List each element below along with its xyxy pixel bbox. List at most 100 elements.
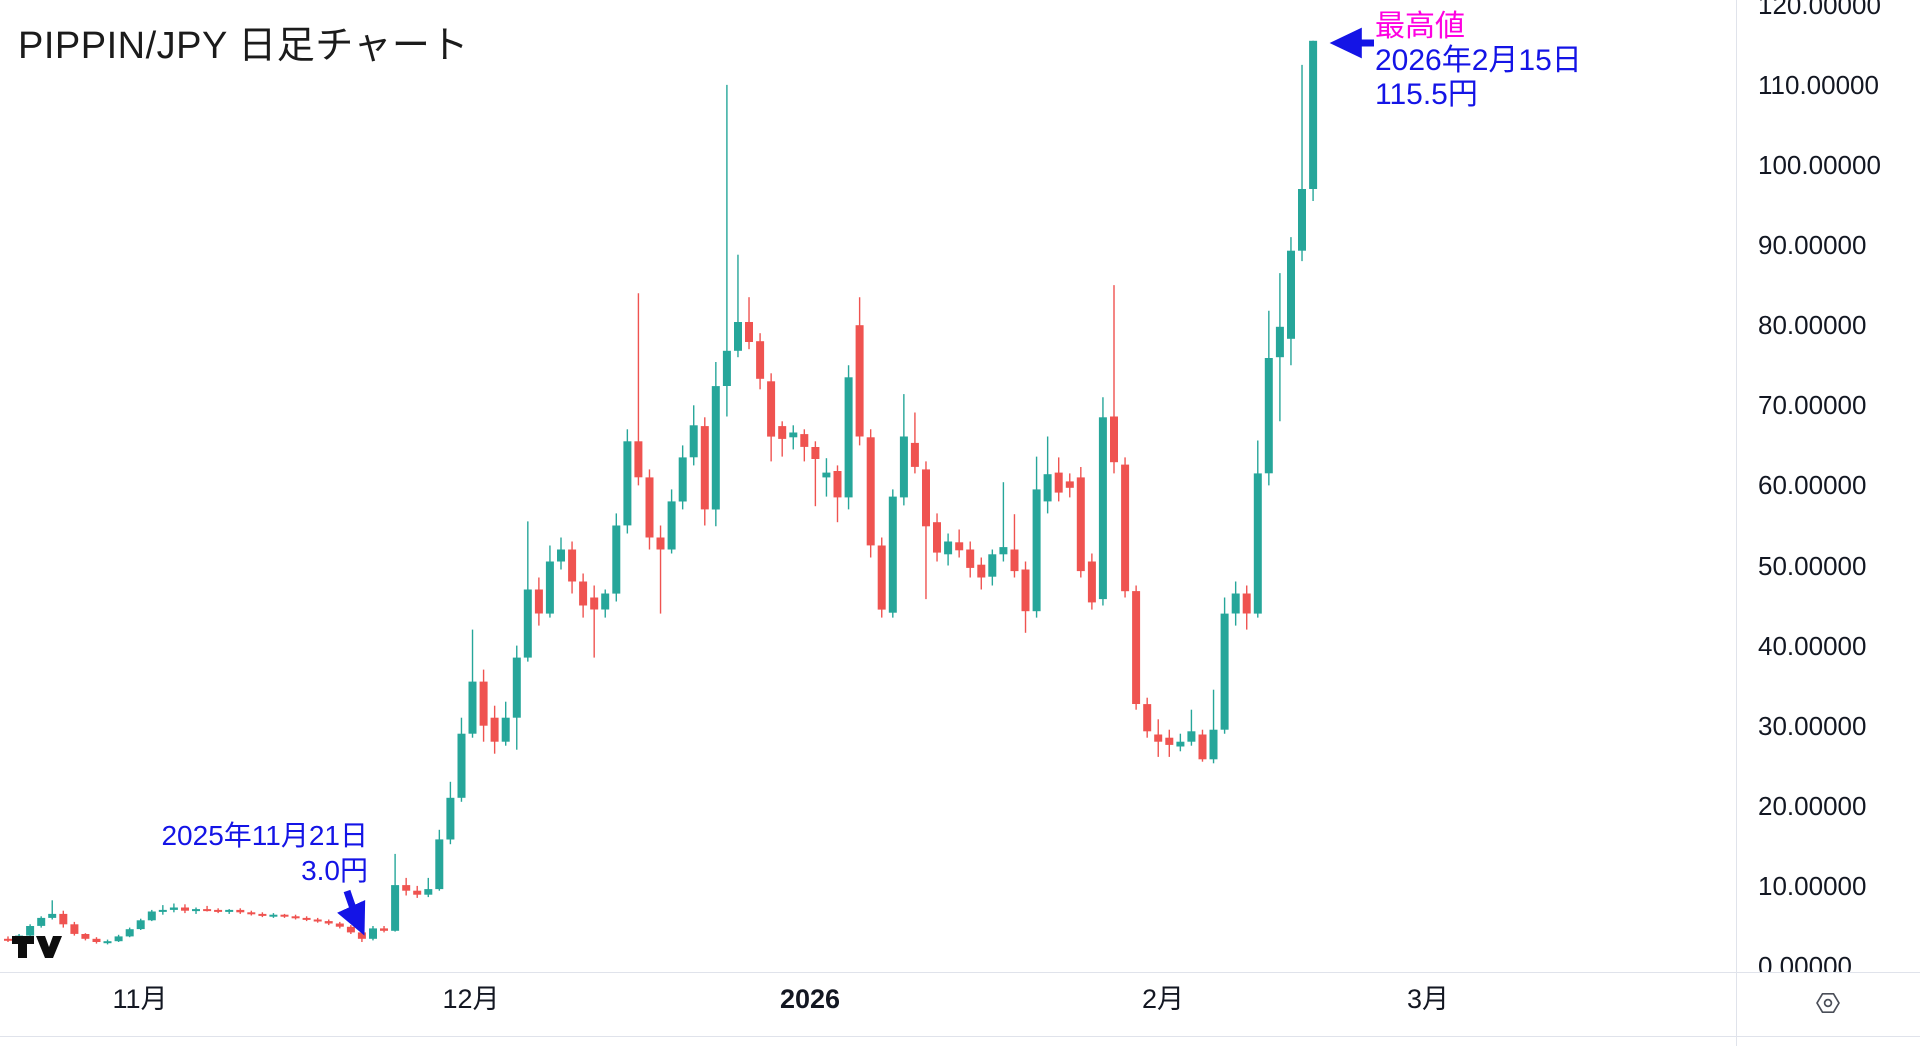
candle: [1032, 456, 1041, 618]
price-axis-label: 60.00000: [1758, 470, 1867, 500]
candle: [689, 405, 698, 466]
candle: [1298, 64, 1306, 262]
candle: [214, 908, 223, 914]
candle: [435, 829, 444, 891]
time-axis-separator: [0, 972, 1920, 973]
candle: [1110, 285, 1118, 474]
price-axis[interactable]: 120.00000 110.00000 100.00000 90.00000 80.00…: [1736, 0, 1920, 972]
price-axis-label: 0.00000: [1758, 951, 1852, 972]
price-axis-label: 50.00000: [1758, 551, 1867, 581]
tradingview-logo[interactable]: [12, 936, 62, 958]
candle: [711, 362, 720, 527]
candle: [933, 513, 941, 562]
candle: [512, 645, 521, 750]
candle: [722, 84, 731, 417]
candle: [1010, 514, 1019, 578]
candle: [313, 917, 322, 923]
candle: [1253, 440, 1262, 618]
candle: [800, 429, 809, 462]
candle: [623, 429, 632, 534]
candle: [579, 573, 588, 618]
bottom-separator: [0, 1036, 1920, 1037]
candle: [545, 545, 554, 618]
candle: [667, 489, 676, 554]
candle: [446, 781, 455, 845]
price-axis-label: 20.00000: [1758, 791, 1867, 821]
candle: [457, 717, 466, 802]
candle: [1043, 436, 1052, 514]
price-axis-label: 30.00000: [1758, 711, 1867, 741]
page-title: PIPPIN/JPY 日足チャート: [18, 25, 469, 67]
candle: [634, 293, 643, 486]
low-point-date-label: 2025年11月21日: [161, 820, 368, 851]
candle: [291, 914, 300, 920]
time-axis-label: 2026: [779, 984, 841, 1014]
candle: [922, 461, 930, 600]
candle: [1187, 709, 1196, 746]
high-point-price-label: 115.5円: [1375, 78, 1478, 111]
candle: [413, 885, 422, 898]
candle: [1154, 719, 1163, 757]
candle: [114, 934, 123, 942]
candle: [988, 549, 997, 586]
candle: [302, 916, 311, 922]
candle: [645, 469, 654, 550]
high-point-date-label: 2026年2月15日: [1375, 44, 1582, 77]
candle: [778, 421, 787, 457]
low-point-arrow-icon: [337, 889, 366, 936]
candle: [1087, 553, 1096, 610]
candle: [1021, 561, 1030, 633]
candle: [48, 900, 57, 920]
low-point-annotation: 2025年11月21日 3.0円: [130, 818, 368, 888]
candle: [402, 877, 411, 896]
candle: [335, 921, 344, 929]
candle: [1065, 473, 1074, 498]
candle: [590, 585, 599, 658]
price-axis-label: 100.00000: [1758, 150, 1881, 180]
candle: [568, 541, 577, 594]
candle: [944, 533, 953, 566]
candle: [557, 537, 565, 570]
price-axis-label: 90.00000: [1758, 230, 1867, 260]
candle: [1198, 729, 1207, 762]
candle: [700, 417, 709, 526]
candle: [4, 936, 12, 942]
candle: [999, 482, 1008, 562]
candle: [346, 925, 355, 934]
candle: [380, 926, 388, 933]
candle: [734, 254, 742, 358]
candle: [192, 907, 200, 914]
candle: [1242, 585, 1251, 630]
candle: [1287, 237, 1295, 366]
candle: [258, 912, 267, 918]
candle: [158, 905, 167, 915]
price-axis-label: 110.00000: [1758, 70, 1879, 100]
candle: [877, 537, 886, 618]
time-axis-label: 3月: [1406, 984, 1450, 1014]
candle: [103, 939, 112, 945]
time-axis-label: 2月: [1141, 984, 1185, 1014]
candle: [1054, 457, 1063, 502]
candle: [225, 909, 234, 914]
candle: [678, 445, 687, 510]
candle: [203, 905, 212, 912]
price-axis-label: 120.00000: [1758, 0, 1881, 20]
candle: [1165, 729, 1174, 757]
candle: [1309, 40, 1318, 201]
time-axis[interactable]: 11月 12月 2026 2月 3月: [0, 972, 1736, 1036]
candle: [1220, 597, 1229, 734]
candle: [1176, 733, 1185, 752]
settings-button[interactable]: [1812, 987, 1844, 1019]
candle: [280, 913, 289, 918]
candle: [601, 589, 610, 618]
candle: [357, 931, 366, 942]
candle: [844, 365, 853, 510]
candle: [70, 921, 79, 936]
candle: [523, 521, 532, 662]
candle: [955, 529, 964, 558]
low-point-price-label: 3.0円: [301, 855, 368, 886]
candle: [977, 557, 986, 590]
price-axis-separator: [1736, 0, 1737, 1046]
price-axis-label: 80.00000: [1758, 310, 1867, 340]
